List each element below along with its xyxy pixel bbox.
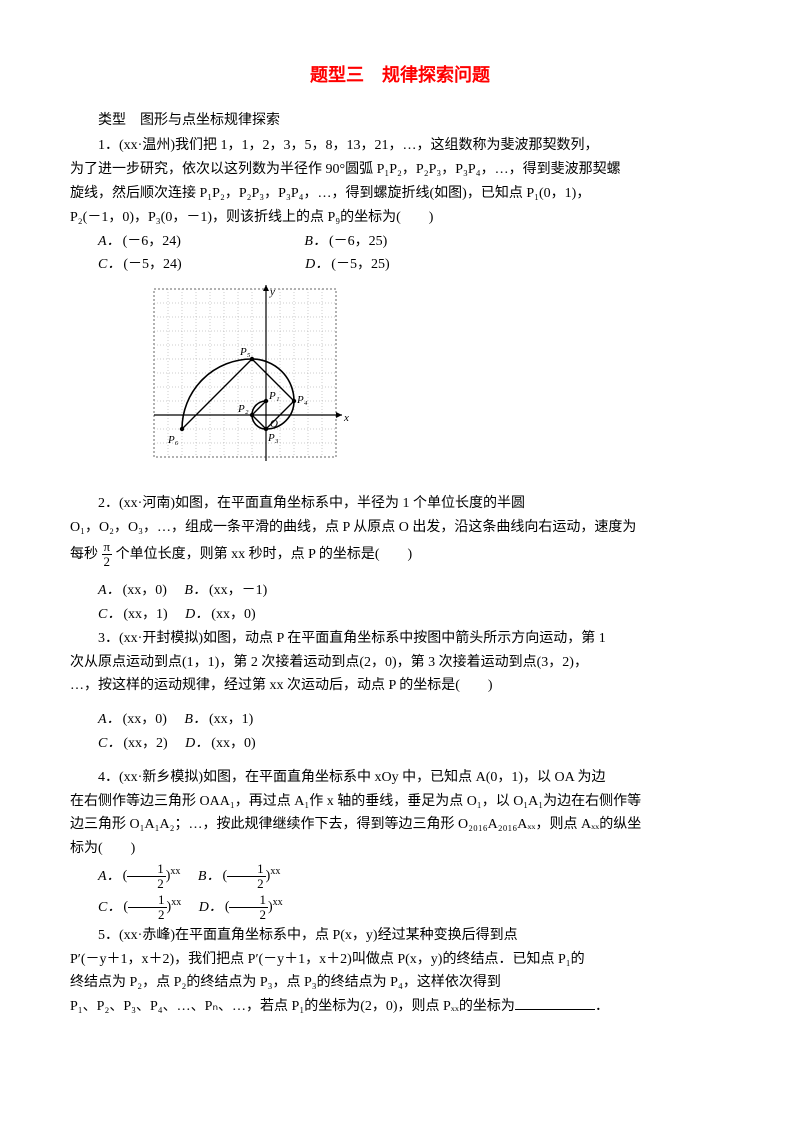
opt-label-b: B． [198,869,221,884]
svg-text:P₅: P₅ [239,346,251,358]
q4b-num: 1 [227,862,266,877]
q5-line3: 终结点为 P₂，点 P₂的终结点为 P₃，点 P₃的终结点为 P₄，这样依次得到 [70,971,730,995]
section-type: 类型 图形与点坐标规律探索 [70,109,730,133]
q4a-frac: 12 [127,862,166,892]
q4c-num: 1 [128,893,167,908]
opt-label-a: A． [98,869,121,884]
opt-label-c: C． [98,607,121,622]
q5-pre: P₁、P₂、P₃、P₄、…、Pₙ、…，若点 P₁的坐标为(2，0)，则点 Pₓₓ… [70,999,515,1014]
svg-text:P₁: P₁ [268,390,280,402]
svg-text:P₄: P₄ [296,394,308,406]
q1-opt-a: (－6，24) [123,234,181,249]
q2-opts-cd: C．(xx，1) D．(xx，0) [70,603,730,627]
q1-opt-b: (－6，25) [329,234,387,249]
q3-opt-a: (xx，0) [123,712,167,727]
opt-label-d: D． [185,736,209,751]
q3-line1: 3．(xx·开封模拟)如图，动点 P 在平面直角坐标系中按图中箭头所示方向运动，… [70,627,730,651]
q1-opts-ab: A．(－6，24) B．(－6，25) [70,230,730,254]
q5-line1: 5．(xx·赤峰)在平面直角坐标系中，点 P(x，y)经过某种变换后得到点 [70,924,730,948]
opt-label-d: D． [185,607,209,622]
q2-frac-den: 2 [102,555,113,569]
answer-blank [515,996,595,1010]
q4b-frac: 12 [227,862,266,892]
q2-line2: O₁，O₂，O₃，…，组成一条平滑的曲线，点 P 从原点 O 出发，沿这条曲线向… [70,516,730,540]
q3-line3: …，按这样的运动规律，经过第 xx 次运动后，动点 P 的坐标是( ) [70,674,730,698]
q1-line3: 旋线，然后顺次连接 P₁P₂，P₂P₃，P₃P₄，…，得到螺旋折线(如图)，已知… [70,182,730,206]
svg-text:P₃: P₃ [267,432,279,444]
opt-label-c: C． [98,257,121,272]
svg-text:P₆: P₆ [167,434,179,446]
q3-opts-cd: C．(xx，2) D．(xx，0) [70,732,730,756]
svg-text:x: x [343,412,349,424]
q4-line4: 标为( ) [70,837,730,861]
q2-frac: π2 [102,540,113,570]
opt-label-b: B． [304,234,327,249]
q1-opts-cd: C．(－5，24) D．(－5，25) [70,253,730,277]
fibonacci-spiral-figure: y x O P₁ P₂ P₃ P₄ P₅ P₆ [150,285,730,484]
opt-label-a: A． [98,712,121,727]
q2-opt-d: (xx，0) [211,607,255,622]
q4c-frac: 12 [128,893,167,923]
q1-opt-d: (－5，25) [331,257,389,272]
q4d-den: 2 [229,908,268,922]
svg-text:y: y [269,286,275,298]
q4b-exp: xx [270,866,280,877]
svg-text:P₂: P₂ [237,403,249,415]
q2-frac-num: π [102,540,113,555]
opt-label-b: B． [184,583,207,598]
q4d-num: 1 [229,893,268,908]
opt-label-a: A． [98,234,121,249]
opt-label-c: C． [98,900,121,915]
q4-line3: 边三角形 O₁A₁A₂；…，按此规律继续作下去，得到等边三角形 O₂₀₁₆A₂₀… [70,813,730,837]
opt-label-c: C． [98,736,121,751]
q2-line3: 每秒 π2 个单位长度，则第 xx 秒时，点 P 的坐标是( ) [70,540,730,570]
q3-opt-c: (xx，2) [123,736,167,751]
q1-line1: 1．(xx·温州)我们把 1，1，2，3，5，8，13，21，…，这组数称为斐波… [70,134,730,158]
q2-post: 个单位长度，则第 xx 秒时，点 P 的坐标是( ) [116,547,413,562]
page-title: 题型三 规律探索问题 [70,60,730,91]
opt-label-b: B． [184,712,207,727]
q3-opts-ab: A．(xx，0) B．(xx，1) [70,708,730,732]
svg-text:O: O [270,418,278,430]
opt-label-d: D． [199,900,223,915]
q1-line2: 为了进一步研究，依次以这列数为半径作 90°圆弧 P₁P₂，P₂P₃，P₃P₄，… [70,158,730,182]
q2-opts-ab: A．(xx，0) B．(xx，－1) [70,579,730,603]
q4a-den: 2 [127,877,166,891]
q5-line2: P′(－y＋1，x＋2)，我们把点 P′(－y＋1，x＋2)叫做点 P(x，y)… [70,948,730,972]
q4-opts-ab: A．(12)xx B．(12)xx [70,861,730,892]
q3-opt-d: (xx，0) [211,736,255,751]
q5-line4: P₁、P₂、P₃、P₄、…、Pₙ、…，若点 P₁的坐标为(2，0)，则点 Pₓₓ… [70,995,730,1019]
q4-opts-cd: C．(12)xx D．(12)xx [70,892,730,923]
q4-line2: 在右侧作等边三角形 OAA₁，再过点 A₁作 x 轴的垂线，垂足为点 O₁，以 … [70,790,730,814]
q3-opt-b: (xx，1) [209,712,253,727]
q2-opt-b: (xx，－1) [209,583,267,598]
q4a-num: 1 [127,862,166,877]
q2-opt-c: (xx，1) [123,607,167,622]
q5-post: ． [595,999,609,1014]
q1-opt-c: (－5，24) [123,257,181,272]
q4d-frac: 12 [229,893,268,923]
q3-line2: 次从原点运动到点(1，1)，第 2 次接着运动到点(2，0)，第 3 次接着运动… [70,651,730,675]
q2-opt-a: (xx，0) [123,583,167,598]
q4-line1: 4．(xx·新乡模拟)如图，在平面直角坐标系中 xOy 中，已知点 A(0，1)… [70,766,730,790]
q4d-exp: xx [273,897,283,908]
q2-line1: 2．(xx·河南)如图，在平面直角坐标系中，半径为 1 个单位长度的半圆 [70,492,730,516]
opt-label-d: D． [305,257,329,272]
q2-pre: 每秒 [70,547,98,562]
opt-label-a: A． [98,583,121,598]
q4b-den: 2 [227,877,266,891]
q1-line4: P₂(－1，0)，P₃(0，－1)，则该折线上的点 P₉的坐标为( ) [70,206,730,230]
q4c-den: 2 [128,908,167,922]
q4a-exp: xx [170,866,180,877]
q4c-exp: xx [171,897,181,908]
